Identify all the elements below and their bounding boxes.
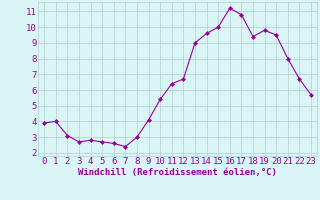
- X-axis label: Windchill (Refroidissement éolien,°C): Windchill (Refroidissement éolien,°C): [78, 168, 277, 177]
